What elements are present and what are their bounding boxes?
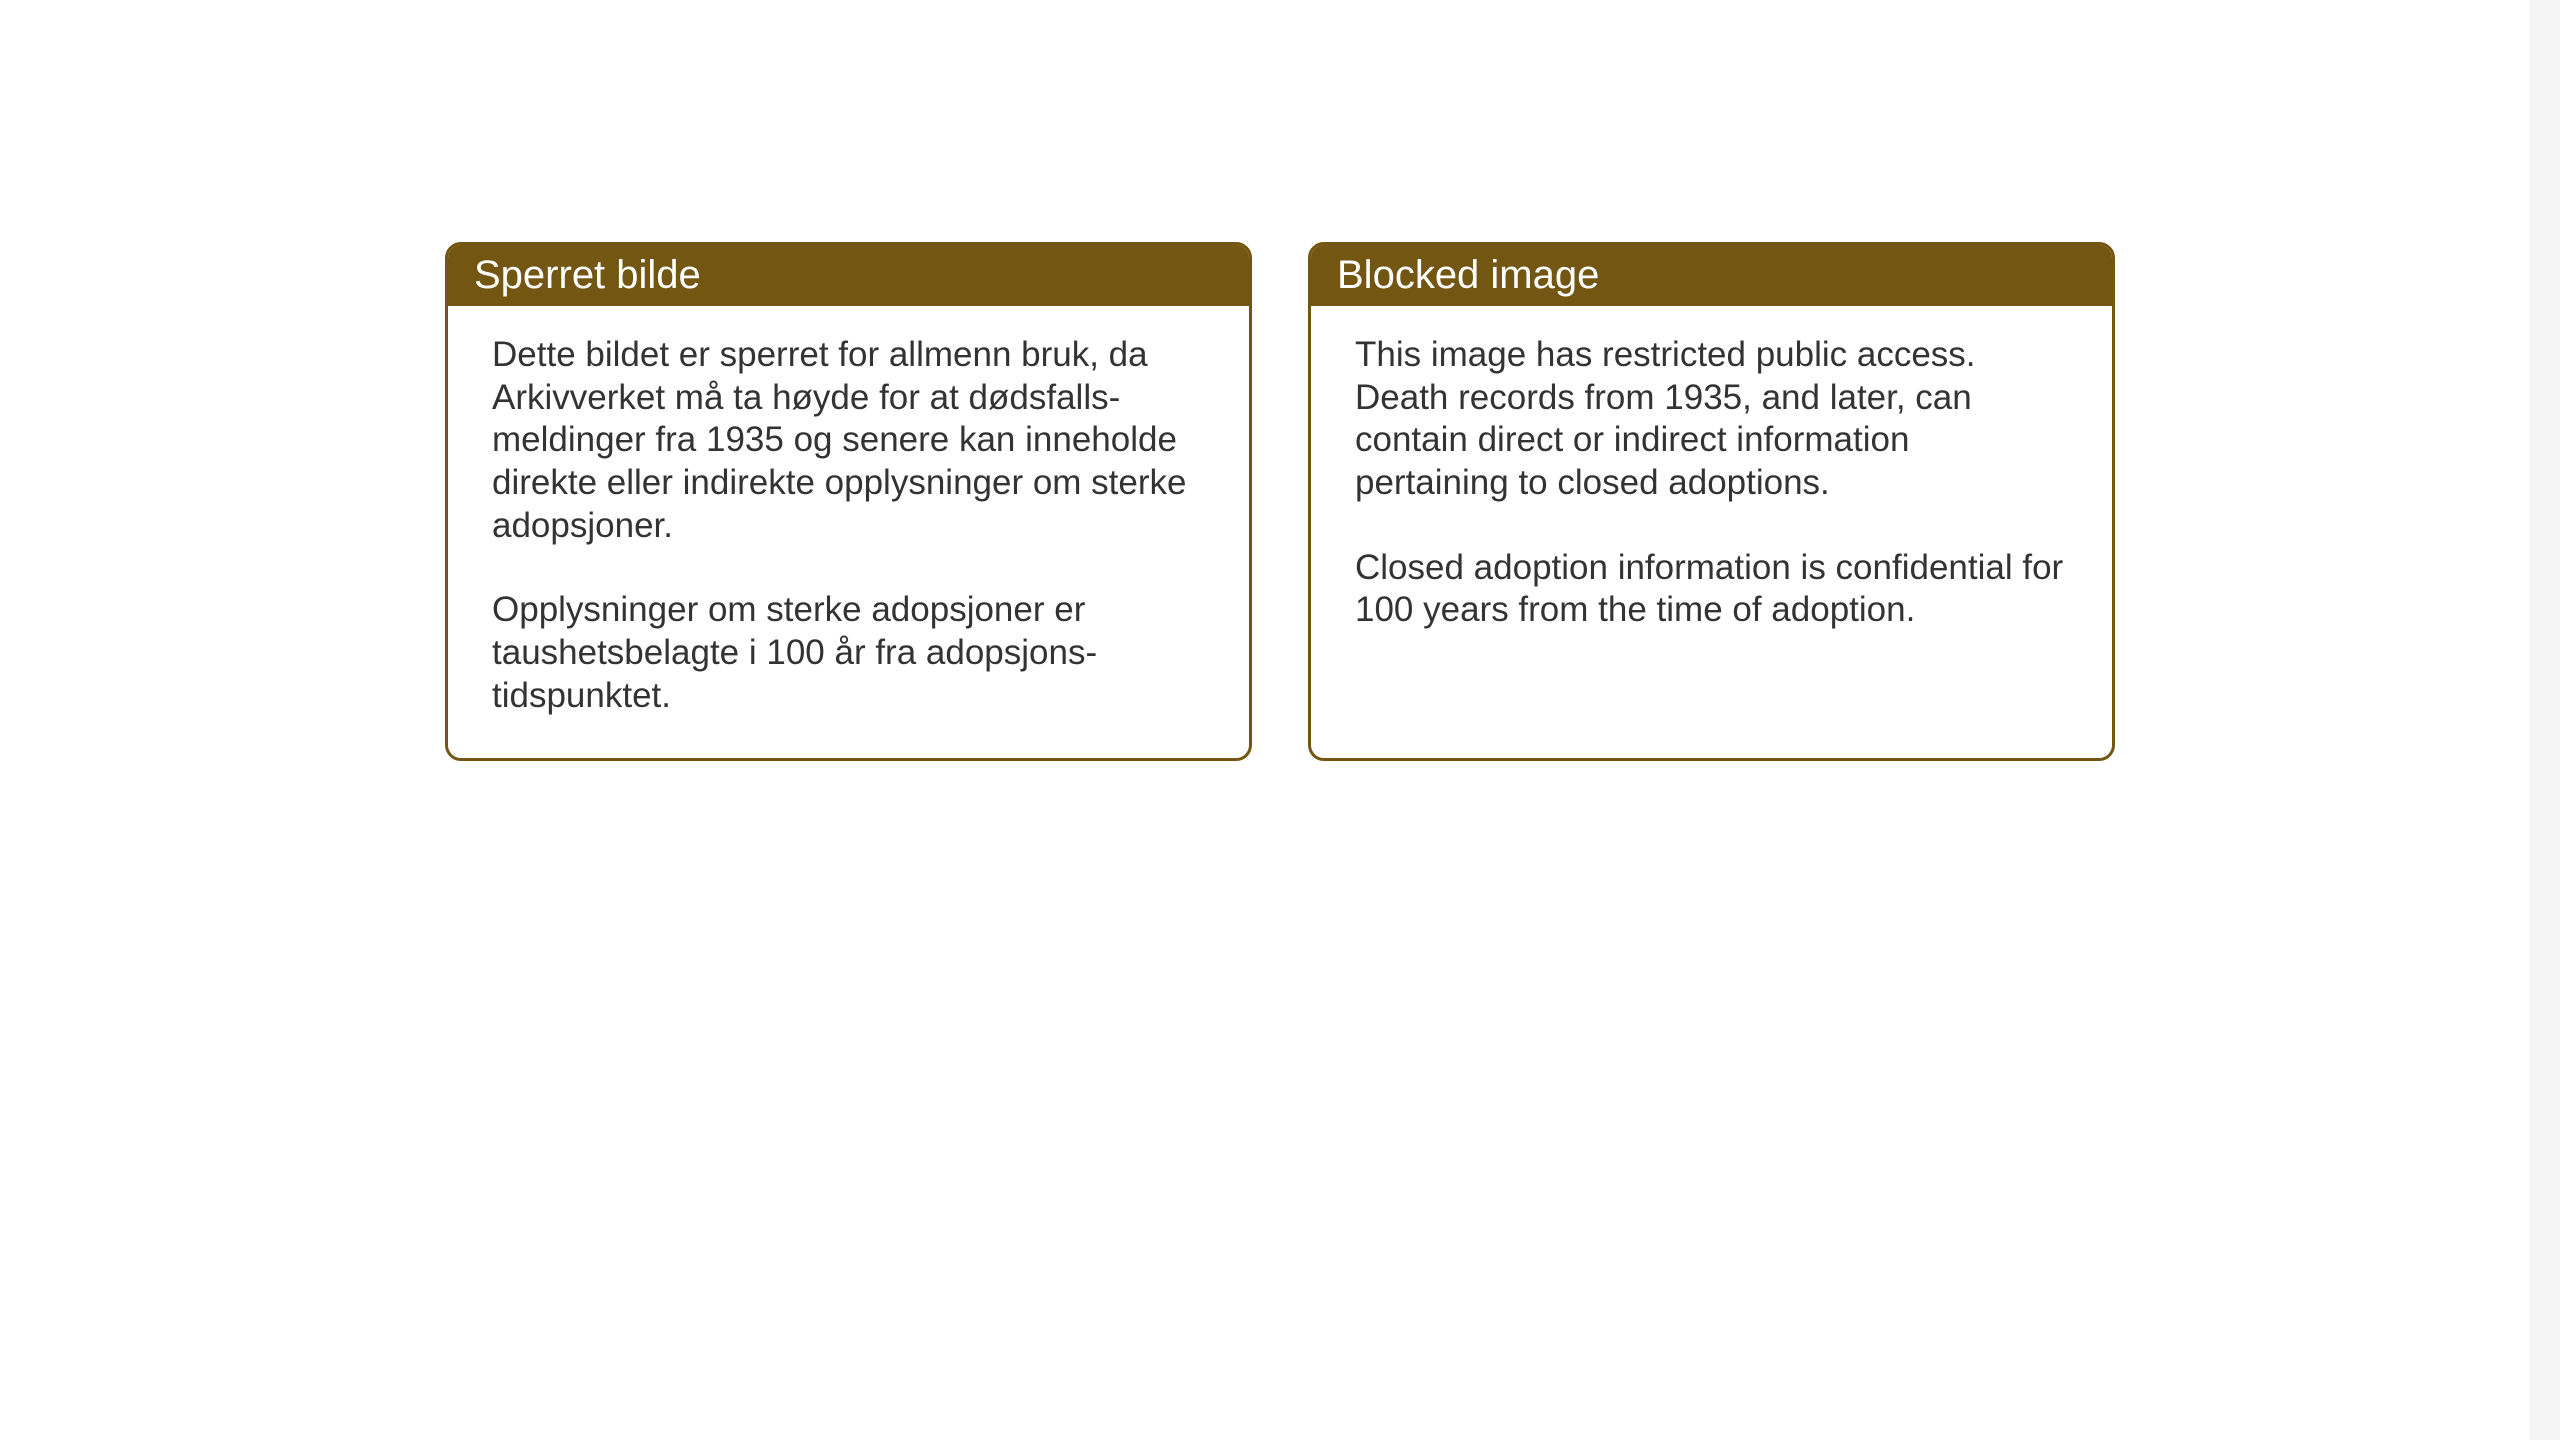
scrollbar-track[interactable] — [2530, 0, 2560, 1440]
paragraph-norwegian-1: Dette bildet er sperret for allmenn bruk… — [492, 334, 1205, 547]
info-boxes-container: Sperret bilde Dette bildet er sperret fo… — [445, 242, 2115, 761]
paragraph-english-1: This image has restricted public access.… — [1355, 334, 2068, 505]
info-box-english: Blocked image This image has restricted … — [1308, 242, 2115, 761]
info-box-body-english: This image has restricted public access.… — [1311, 306, 2112, 672]
info-box-norwegian: Sperret bilde Dette bildet er sperret fo… — [445, 242, 1252, 761]
info-box-header-norwegian: Sperret bilde — [448, 245, 1249, 306]
paragraph-norwegian-2: Opplysninger om sterke adopsjoner er tau… — [492, 589, 1205, 717]
info-box-header-english: Blocked image — [1311, 245, 2112, 306]
info-box-body-norwegian: Dette bildet er sperret for allmenn bruk… — [448, 306, 1249, 758]
paragraph-english-2: Closed adoption information is confident… — [1355, 547, 2068, 632]
